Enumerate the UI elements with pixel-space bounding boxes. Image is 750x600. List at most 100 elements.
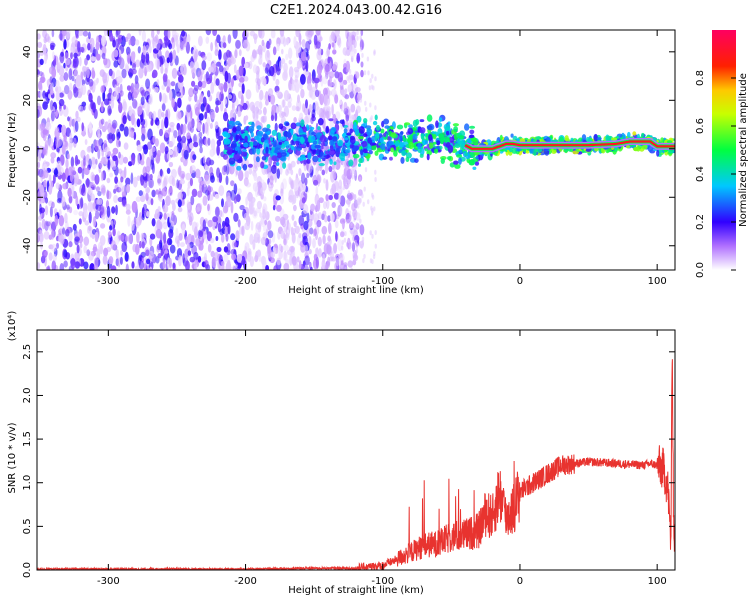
spectrogram-cell: [207, 194, 214, 201]
spectrogram-cell: [50, 89, 54, 95]
x-tick-label: 100: [648, 276, 667, 287]
spectrogram-cell: [51, 243, 57, 252]
spectrogram-cell: [265, 99, 269, 106]
spectrogram-cell: [291, 214, 295, 221]
spectrogram-cell: [417, 142, 422, 150]
spectrogram-cell: [218, 185, 225, 197]
spectrogram-cell: [49, 76, 53, 84]
spectrogram-cell: [91, 67, 95, 79]
spectrogram-cell: [164, 37, 170, 46]
spectrogram-cell: [267, 230, 274, 239]
spectrogram-cell: [233, 152, 240, 160]
spectrogram-cell: [317, 212, 323, 220]
spectrogram-cell: [261, 39, 265, 47]
spectrogram-cell: [318, 197, 324, 204]
spectrogram-cell: [181, 173, 185, 179]
spectrogram-cell: [230, 248, 236, 256]
spectrogram-cell: [55, 182, 60, 190]
spectrogram-cell: [65, 229, 70, 237]
spectrogram-cell: [298, 215, 305, 226]
spectrogram-cell: [50, 110, 55, 122]
spectrogram-cell: [350, 31, 353, 37]
spectrogram-cell: [61, 172, 66, 182]
spectrogram-cell: [42, 90, 46, 99]
spectrogram-cell: [345, 114, 350, 122]
spectrogram-cell: [100, 101, 104, 113]
spectrogram-cell: [210, 175, 215, 183]
spectrogram-cell: [39, 58, 44, 66]
spectrogram-cell: [84, 139, 88, 145]
spectrogram-cell: [216, 61, 222, 67]
spectrogram-cell: [51, 77, 57, 88]
spectrogram-cell: [361, 240, 365, 245]
snr-y-label: SNR (10 * v/v): [7, 422, 18, 493]
spectrogram-cell: [371, 144, 377, 151]
spectrogram-cell: [244, 242, 250, 252]
spectrogram-cell: [383, 118, 390, 125]
spectrogram-cell: [240, 129, 244, 134]
spectrogram-cell: [331, 42, 335, 48]
spectrogram-cell: [209, 122, 213, 129]
spectrogram-cell: [383, 132, 387, 137]
spectrogram-cell: [41, 197, 45, 204]
spectrogram-cell: [204, 138, 208, 147]
spectrogram-cell: [349, 119, 352, 125]
spectrogram-cell: [145, 78, 151, 90]
spectrogram-cell: [37, 161, 41, 168]
spectrogram-cell: [198, 131, 203, 138]
spectrogram-cell: [340, 106, 344, 112]
spectrogram-cell: [290, 139, 294, 146]
spectrogram-cell: [204, 111, 208, 120]
spectrogram-cell: [51, 260, 57, 270]
spectrogram-cell: [444, 126, 451, 131]
spectrogram-cell: [225, 61, 230, 71]
spectrogram-cell: [317, 157, 322, 163]
spectrogram-cell: [192, 135, 196, 143]
spectrogram-cell: [235, 230, 240, 242]
spectrogram-cell: [280, 182, 285, 194]
spectrogram-cell: [255, 222, 261, 230]
spectrogram-cell: [39, 203, 42, 215]
spectrogram-cell: [311, 86, 317, 93]
spectrogram-cell: [102, 254, 108, 265]
spectrogram-cell: [252, 182, 259, 192]
spectrogram-cell: [291, 79, 295, 85]
spectrogram-cell: [276, 37, 280, 43]
spectrogram-cell: [225, 163, 230, 176]
spectrogram-cell: [291, 232, 296, 244]
spectrogram-cell: [380, 128, 385, 134]
spectrogram-cell: [137, 105, 143, 116]
spectrogram-cell: [336, 147, 341, 152]
spectrogram-cell: [181, 135, 187, 144]
spectrogram-cell: [139, 254, 143, 262]
spectrogram-cell: [82, 185, 86, 194]
spectrogram-cell: [179, 242, 185, 248]
spectrogram-cell: [258, 143, 263, 149]
spectrogram-cell: [252, 49, 257, 59]
spectrogram-cell: [312, 229, 316, 238]
spectrogram-cell: [335, 231, 338, 242]
spectrogram-cell: [108, 68, 113, 77]
spectrogram-cell: [475, 155, 479, 160]
spectrogram-cell: [250, 131, 254, 138]
spectrogram-cell: [189, 177, 193, 187]
spectrogram-cell: [37, 181, 42, 188]
spectrogram-cell: [59, 30, 63, 42]
spectrogram-cell: [256, 125, 262, 130]
spectrogram-cell: [221, 198, 224, 208]
spectrogram-cell: [626, 144, 631, 149]
spectrogram-cell: [50, 106, 55, 113]
spectrogram-cell: [272, 246, 276, 256]
spectrogram-cell: [249, 233, 254, 245]
spectrogram-cell: [107, 231, 112, 238]
spectrogram-cell: [333, 79, 337, 90]
spectrogram-cell: [343, 101, 348, 112]
spectrogram-cell: [193, 84, 199, 92]
spectrogram-cell: [101, 52, 106, 60]
spectrogram-cell: [275, 90, 282, 96]
colorbar-tick-label: 0.8: [695, 70, 706, 86]
spectrogram-cell: [42, 30, 48, 39]
spectrogram-cell: [93, 264, 99, 270]
spectrogram-cell: [222, 131, 229, 137]
spectrogram-cell: [327, 56, 331, 64]
